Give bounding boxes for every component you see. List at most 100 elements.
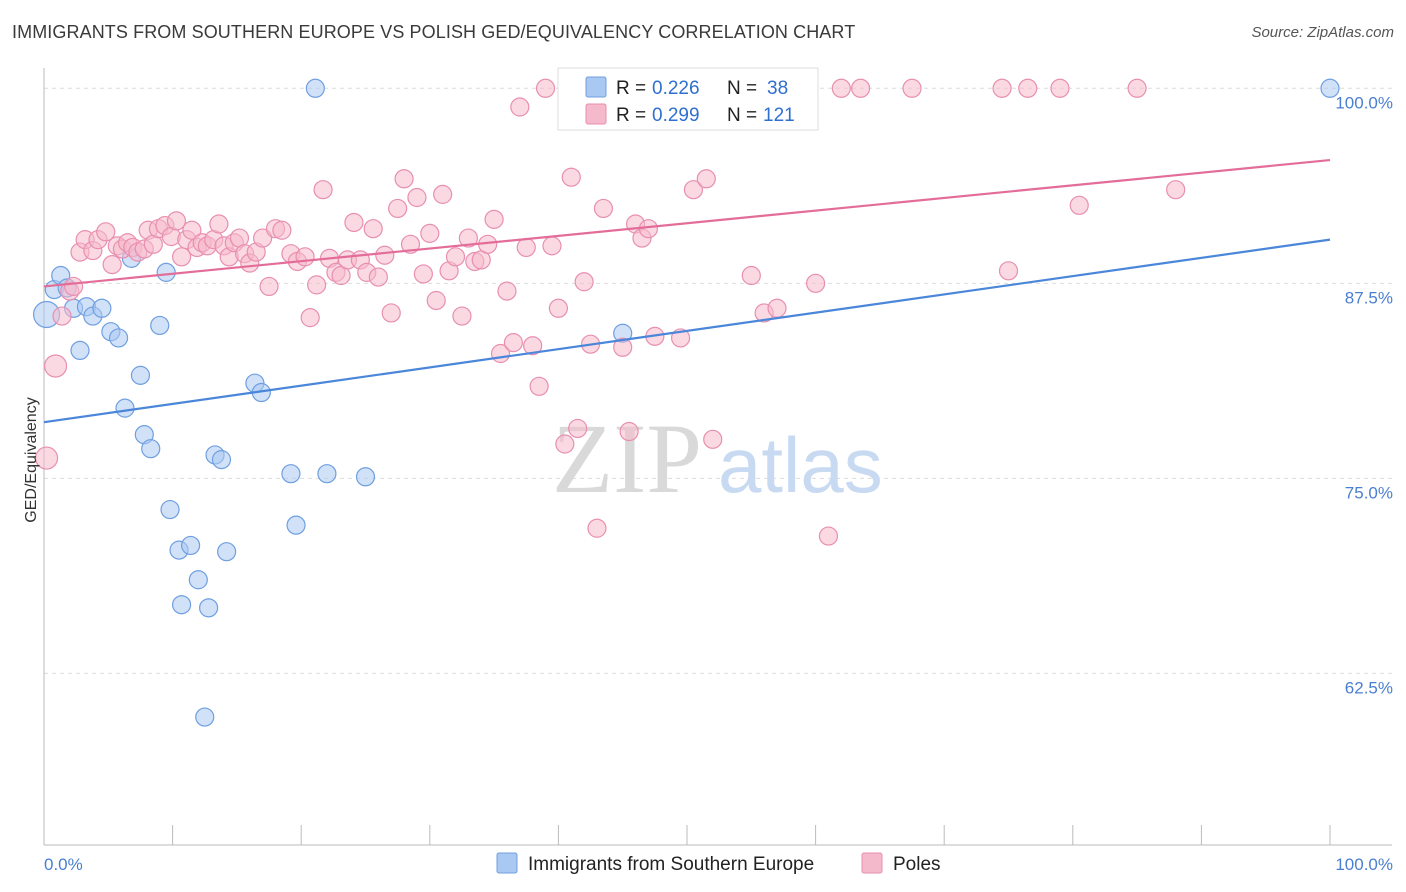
x-tick-label-0: 0.0% (44, 855, 83, 874)
pink-point-56 (368, 267, 388, 287)
pink-point-111 (831, 78, 851, 98)
pink-point-118 (1069, 195, 1089, 215)
pink-point-82 (535, 78, 556, 98)
y-tick-label-0: 62.5% (1345, 678, 1393, 697)
legend-n-value-2: 121 (763, 105, 795, 126)
blue-point-10 (108, 328, 129, 348)
pink-point-119 (1127, 78, 1147, 98)
pink-point-63 (413, 264, 433, 284)
y-axis-label: GED/Equivalency (23, 397, 40, 522)
pink-point-52 (344, 212, 364, 233)
pink-point-74 (484, 209, 504, 229)
pink-point-39 (259, 276, 279, 297)
pink-point-61 (400, 234, 421, 254)
blue-point-16 (150, 315, 170, 336)
pink-point-112 (851, 78, 871, 98)
blue-point-13 (130, 365, 151, 385)
bottom-legend-label-1: Immigrants from Southern Europe (528, 854, 814, 875)
blue-point-34 (355, 467, 376, 487)
legend-r-value-2: 0.299 (652, 105, 700, 126)
pink-point-91 (593, 198, 614, 219)
pink-point-38 (253, 228, 273, 248)
pink-point-22 (166, 211, 187, 231)
legend-r-value-1: 0.226 (652, 78, 700, 99)
watermark-atlas: atlas (718, 421, 883, 509)
pink-point-87 (568, 418, 588, 439)
pink-point-84 (548, 298, 569, 318)
chart-title: IMMIGRANTS FROM SOUTHERN EUROPE VS POLIS… (12, 22, 856, 42)
bottom-legend-label-2: Poles (893, 854, 941, 875)
pink-point-25 (182, 220, 202, 240)
bottom-legend-swatch-blue (496, 852, 518, 874)
y-tick-labels: 62.5% 75.0% 87.5% 100.0% (1335, 93, 1393, 697)
pink-point-68 (445, 247, 466, 267)
pink-point-114 (992, 78, 1012, 98)
pink-point-104 (741, 265, 761, 286)
trend-lines (43, 158, 1331, 424)
pink-point-64 (420, 223, 440, 243)
pink-point-117 (1050, 78, 1070, 98)
pink-point-78 (510, 97, 530, 117)
pink-point-66 (433, 184, 453, 204)
pink-point-77 (503, 333, 523, 353)
blue-point-31 (286, 515, 306, 535)
pink-point-69 (452, 306, 472, 326)
pink-point-59 (388, 198, 408, 219)
pink-point-99 (683, 180, 704, 200)
blue-point-8 (92, 298, 112, 318)
pink-point-81 (529, 376, 549, 396)
pink-point-65 (426, 290, 446, 311)
x-tick-label-1: 100.0% (1335, 855, 1393, 874)
pink-point-86 (561, 167, 581, 187)
pink-point-88 (574, 272, 594, 292)
blue-point-18 (160, 499, 180, 520)
pink-point-45 (300, 308, 320, 328)
blue-point-22 (188, 570, 208, 590)
pink-point-116 (1018, 78, 1038, 98)
source-credit: Source: ZipAtlas.com (1251, 24, 1394, 41)
pink-trend-line (43, 158, 1331, 288)
blue-point-24 (199, 598, 219, 618)
pink-point-80 (523, 336, 543, 356)
blue-point-30 (281, 464, 301, 484)
pink-point-60 (394, 169, 414, 189)
pink-point-120 (1166, 180, 1186, 200)
pink-point-79 (516, 237, 536, 258)
pink-point-57 (375, 245, 395, 265)
x-tick-labels: 0.0% 100.0% (44, 855, 1393, 874)
pink-point-23 (172, 247, 192, 267)
blue-point-11 (115, 398, 135, 418)
pink-point-46 (307, 275, 327, 295)
blue-point-23 (195, 707, 215, 727)
legend-n-label-2: N = (727, 105, 757, 126)
pink-point-62 (407, 187, 427, 208)
legend-r-label-1: R = (616, 78, 646, 99)
blue-point-17 (156, 262, 176, 282)
pink-point-10 (102, 254, 122, 275)
pink-point-106 (767, 298, 787, 318)
bottom-legend: Immigrants from Southern Europe Poles (496, 852, 941, 875)
blue-point-21 (181, 535, 201, 556)
pink-point-2 (52, 306, 72, 326)
blue-point-5 (70, 340, 90, 361)
stats-legend: R = 0.226 N = 38 R = 0.299 N = 121 (557, 67, 819, 131)
legend-swatch-blue (585, 76, 607, 98)
blue-point-27 (217, 542, 237, 562)
pink-point-92 (613, 337, 633, 357)
blue-point-15 (141, 439, 161, 459)
pink-point-100 (696, 169, 716, 189)
legend-r-label-2: R = (616, 105, 646, 126)
y-tick-label-3: 100.0% (1335, 93, 1393, 112)
series-poles-points (34, 78, 1186, 546)
pink-point-70 (458, 228, 478, 248)
pink-point-58 (381, 303, 401, 323)
pink-point-1 (43, 354, 68, 378)
pink-point-115 (998, 261, 1019, 281)
pink-point-9 (96, 222, 116, 242)
pink-point-44 (295, 247, 315, 267)
blue-point-32 (305, 78, 325, 98)
pink-point-0 (34, 446, 59, 470)
y-tick-label-2: 87.5% (1345, 288, 1393, 307)
pink-point-109 (805, 273, 826, 293)
legend-swatch-pink (585, 103, 607, 125)
